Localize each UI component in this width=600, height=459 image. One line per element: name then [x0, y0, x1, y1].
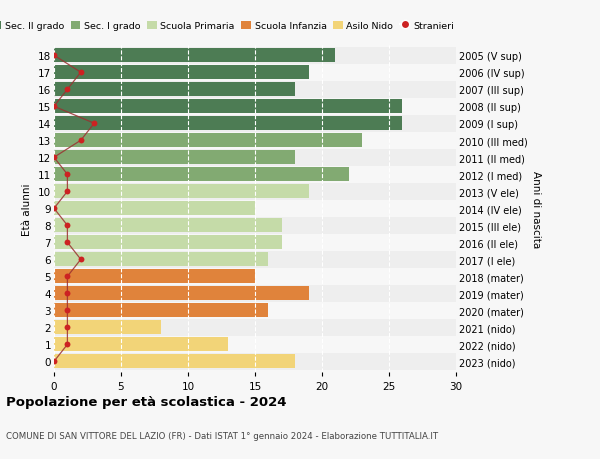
- Point: [49, 205, 59, 213]
- Bar: [54, 253, 268, 267]
- Bar: [54, 287, 308, 301]
- Bar: [54, 185, 308, 199]
- Bar: [54, 319, 456, 336]
- Bar: [54, 268, 456, 285]
- Point: [62, 273, 72, 280]
- Bar: [54, 202, 255, 216]
- Point: [62, 86, 72, 94]
- Bar: [54, 49, 335, 63]
- Text: COMUNE DI SAN VITTORE DEL LAZIO (FR) - Dati ISTAT 1° gennaio 2024 - Elaborazione: COMUNE DI SAN VITTORE DEL LAZIO (FR) - D…: [6, 431, 438, 441]
- Bar: [54, 100, 403, 114]
- Point: [62, 188, 72, 196]
- Bar: [54, 236, 282, 250]
- Point: [76, 256, 86, 263]
- Bar: [54, 133, 456, 150]
- Bar: [54, 168, 349, 182]
- Bar: [54, 217, 456, 234]
- Bar: [54, 270, 255, 284]
- Point: [62, 239, 72, 246]
- Bar: [54, 150, 456, 167]
- Point: [62, 307, 72, 314]
- Bar: [54, 167, 456, 184]
- Y-axis label: Anni di nascita: Anni di nascita: [532, 170, 541, 247]
- Bar: [54, 65, 456, 82]
- Point: [49, 154, 59, 162]
- Bar: [54, 201, 456, 217]
- Bar: [54, 219, 282, 233]
- Bar: [54, 302, 456, 319]
- Bar: [54, 336, 456, 353]
- Bar: [54, 353, 456, 370]
- Bar: [54, 338, 228, 352]
- Bar: [54, 304, 268, 318]
- Bar: [54, 355, 295, 369]
- Bar: [54, 134, 362, 148]
- Bar: [54, 82, 456, 99]
- Bar: [54, 48, 456, 65]
- Point: [76, 137, 86, 145]
- Y-axis label: Età alunni: Età alunni: [22, 183, 32, 235]
- Bar: [54, 151, 295, 165]
- Bar: [54, 117, 403, 131]
- Bar: [54, 321, 161, 335]
- Point: [62, 290, 72, 297]
- Point: [49, 52, 59, 60]
- Point: [62, 324, 72, 331]
- Bar: [54, 99, 456, 116]
- Point: [49, 358, 59, 365]
- Bar: [54, 234, 456, 251]
- Point: [62, 341, 72, 348]
- Point: [49, 103, 59, 111]
- Point: [62, 222, 72, 230]
- Legend: Sec. II grado, Sec. I grado, Scuola Primaria, Scuola Infanzia, Asilo Nido, Stran: Sec. II grado, Sec. I grado, Scuola Prim…: [0, 18, 458, 35]
- Point: [62, 171, 72, 179]
- Point: [89, 120, 99, 128]
- Text: Popolazione per età scolastica - 2024: Popolazione per età scolastica - 2024: [6, 395, 287, 408]
- Bar: [54, 116, 456, 133]
- Point: [76, 69, 86, 77]
- Bar: [54, 285, 456, 302]
- Bar: [54, 251, 456, 268]
- Bar: [54, 184, 456, 201]
- Bar: [54, 66, 308, 80]
- Bar: [54, 83, 295, 97]
